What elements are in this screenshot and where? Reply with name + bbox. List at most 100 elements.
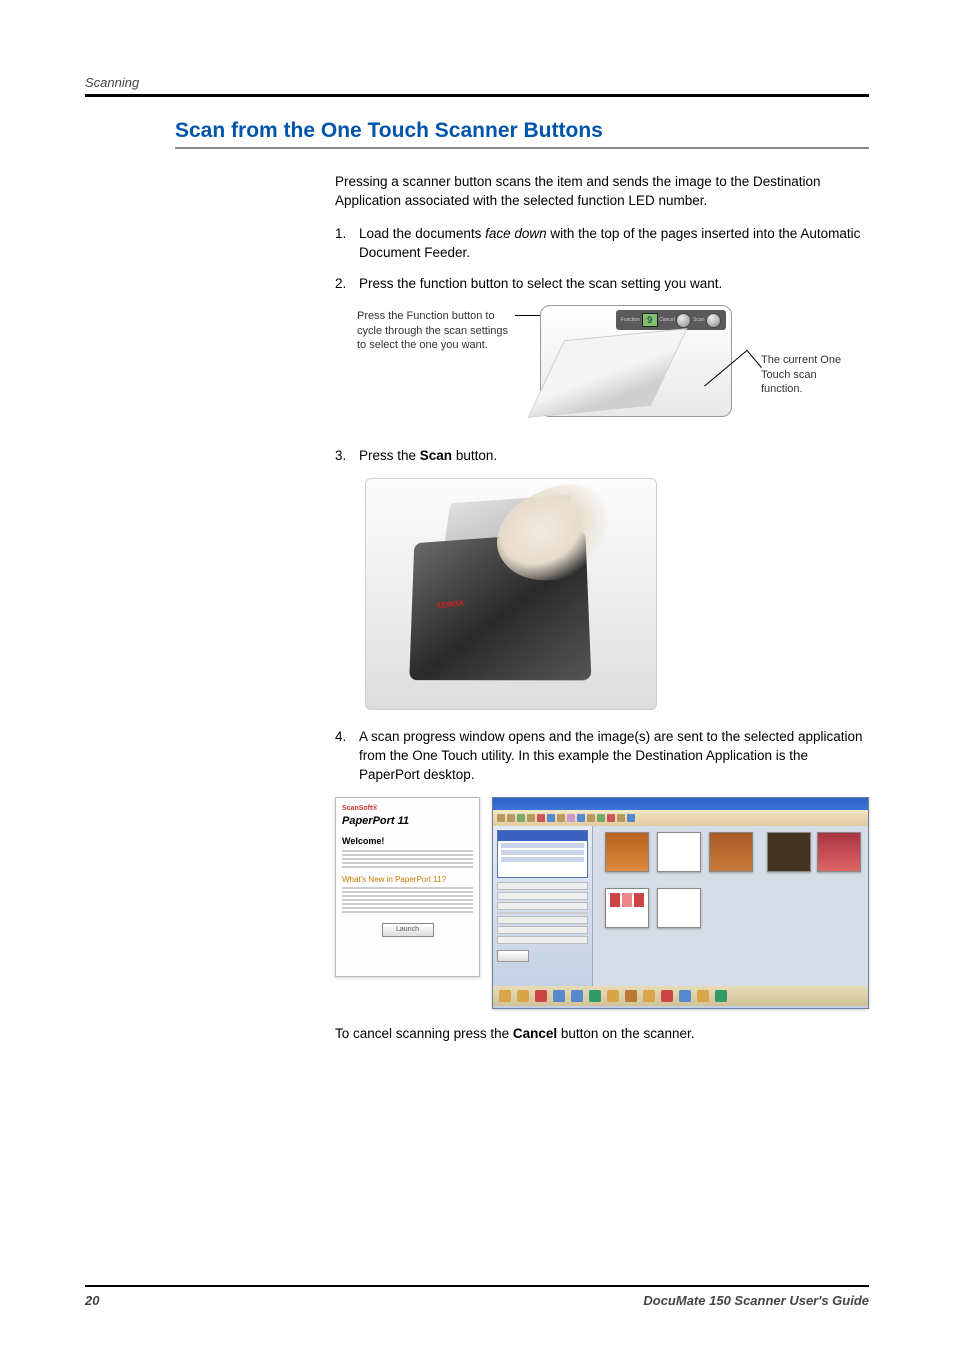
welcome-screenshot: ScanSoft® PaperPort 11 Welcome! What's N… xyxy=(335,797,480,977)
step-2-text: Press the function button to select the … xyxy=(359,275,869,294)
lcd-display: 9 xyxy=(642,313,658,327)
running-head: Scanning xyxy=(85,75,869,90)
folder-icon xyxy=(679,990,691,1002)
toolbar-icon xyxy=(547,814,555,822)
header-rule xyxy=(85,94,869,97)
step-3: 3. Press the Scan button. xyxy=(335,447,869,466)
folder-icon xyxy=(589,990,601,1002)
toolbar-icon xyxy=(627,814,635,822)
toolbar-icon xyxy=(517,814,525,822)
step-4-num: 4. xyxy=(335,728,359,747)
step-1-num: 1. xyxy=(335,225,359,244)
panel-option xyxy=(497,916,588,924)
folder-icon xyxy=(517,990,529,1002)
step-4: 4. A scan progress window opens and the … xyxy=(335,728,869,785)
panel-option xyxy=(497,882,588,890)
panel-option xyxy=(497,926,588,934)
thumbnail xyxy=(657,832,701,872)
page-number: 20 xyxy=(85,1293,99,1308)
toolbar-ribbon xyxy=(493,810,868,826)
folder-icon xyxy=(571,990,583,1002)
toolbar-icon xyxy=(497,814,505,822)
step-3-num: 3. xyxy=(335,447,359,466)
text-line xyxy=(342,891,473,893)
launch-button[interactable]: Launch xyxy=(382,923,434,937)
folder-icon xyxy=(535,990,547,1002)
step-3-text: Press the Scan button. xyxy=(359,447,869,466)
step-3-pre: Press the xyxy=(359,448,420,463)
folder-icon xyxy=(643,990,655,1002)
panel-option xyxy=(497,892,588,900)
function-label: Function xyxy=(621,317,640,324)
step-3-strong: Scan xyxy=(420,448,452,463)
status-bar xyxy=(493,1006,868,1009)
thumbnail xyxy=(605,888,649,928)
panel-option xyxy=(497,936,588,944)
folder-bar xyxy=(493,986,868,1006)
whats-new-heading: What's New in PaperPort 11? xyxy=(342,874,473,885)
thumbnail xyxy=(657,888,701,928)
scan-panel-box xyxy=(497,830,588,878)
diagram-right-label: The current One Touch scan function. xyxy=(761,353,861,396)
scan-side-panel xyxy=(493,826,593,986)
toolbar-icon xyxy=(607,814,615,822)
text-line xyxy=(342,903,473,905)
page-footer: 20 DocuMate 150 Scanner User's Guide xyxy=(85,1285,869,1308)
function-button-diagram: Press the Function button to cycle throu… xyxy=(335,305,869,435)
step-3-post: button. xyxy=(452,448,497,463)
panel-item xyxy=(501,843,584,848)
paperport-logo: ScanSoft® PaperPort 11 xyxy=(342,804,473,829)
cancel-post: button on the scanner. xyxy=(557,1026,694,1041)
thumbnail xyxy=(767,832,811,872)
cancel-button-icon xyxy=(676,313,691,328)
panel-title xyxy=(498,831,587,841)
toolbar-icon xyxy=(577,814,585,822)
toolbar-icon xyxy=(507,814,515,822)
text-line xyxy=(342,911,473,913)
button-slot: Function 9 Cancel Scan xyxy=(616,310,726,330)
cancel-pre: To cancel scanning press the xyxy=(335,1026,513,1041)
title-underline xyxy=(175,147,869,149)
screenshots-row: ScanSoft® PaperPort 11 Welcome! What's N… xyxy=(335,797,869,1009)
step-2-num: 2. xyxy=(335,275,359,294)
toolbar-icon xyxy=(527,814,535,822)
brand-top: ScanSoft® xyxy=(342,804,473,814)
text-line xyxy=(342,907,473,909)
diagram-left-label: Press the Function button to cycle throu… xyxy=(357,309,517,352)
paperport-desktop-screenshot xyxy=(492,797,869,1009)
text-line xyxy=(342,850,473,852)
step-1-em: face down xyxy=(485,226,547,241)
text-line xyxy=(342,862,473,864)
folder-icon xyxy=(553,990,565,1002)
folder-icon xyxy=(715,990,727,1002)
text-line xyxy=(342,866,473,868)
scan-button-icon xyxy=(706,313,721,328)
step-2: 2. Press the function button to select t… xyxy=(335,275,869,294)
text-line xyxy=(342,854,473,856)
step-4-text: A scan progress window opens and the ima… xyxy=(359,728,869,785)
folder-icon xyxy=(607,990,619,1002)
paper-tray-shape xyxy=(527,329,687,419)
scan-label: Scan xyxy=(693,317,704,324)
welcome-heading: Welcome! xyxy=(342,835,473,848)
scan-panel-button[interactable] xyxy=(497,950,529,962)
text-line xyxy=(342,858,473,860)
panel-item xyxy=(501,857,584,862)
text-line xyxy=(342,899,473,901)
step-1-text: Load the documents face down with the to… xyxy=(359,225,869,263)
section-title: Scan from the One Touch Scanner Buttons xyxy=(175,119,869,143)
panel-item xyxy=(501,850,584,855)
text-line xyxy=(342,895,473,897)
thumbnail xyxy=(605,832,649,872)
text-line xyxy=(342,887,473,889)
step-1: 1. Load the documents face down with the… xyxy=(335,225,869,263)
folder-icon xyxy=(661,990,673,1002)
toolbar-icon xyxy=(537,814,545,822)
thumbnail xyxy=(817,832,861,872)
text-line xyxy=(497,912,588,914)
toolbar-icon xyxy=(597,814,605,822)
intro-paragraph: Pressing a scanner button scans the item… xyxy=(335,173,869,211)
scanner-illustration: XEROX xyxy=(365,478,657,710)
folder-icon xyxy=(625,990,637,1002)
toolbar-icon xyxy=(567,814,575,822)
